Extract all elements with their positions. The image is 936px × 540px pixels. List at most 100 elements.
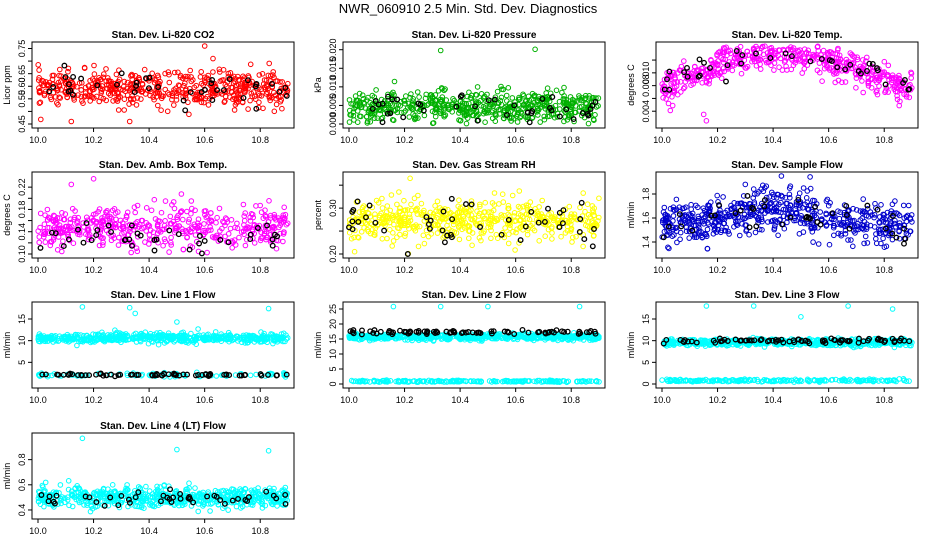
data-point bbox=[805, 47, 812, 54]
data-point bbox=[168, 242, 174, 248]
data-point bbox=[773, 200, 779, 207]
data-point bbox=[765, 219, 771, 225]
data-point bbox=[738, 60, 745, 67]
data-point bbox=[138, 96, 144, 102]
data-point bbox=[59, 210, 65, 216]
data-point bbox=[130, 96, 137, 102]
data-point bbox=[263, 91, 270, 97]
data-point bbox=[184, 234, 190, 240]
data-point bbox=[666, 245, 672, 252]
data-point bbox=[431, 221, 438, 227]
data-point bbox=[889, 230, 896, 237]
data-point bbox=[69, 91, 76, 98]
data-point bbox=[714, 51, 720, 58]
data-point bbox=[532, 46, 538, 53]
data-point bbox=[474, 84, 481, 90]
data-point bbox=[514, 119, 521, 125]
data-point bbox=[135, 371, 142, 378]
data-point bbox=[355, 235, 362, 241]
data-point bbox=[515, 211, 522, 217]
data-point bbox=[200, 336, 207, 343]
data-point bbox=[385, 91, 391, 98]
chart-panel-3: Stan. Dev. Li-820 Temp.degrees C10.0 10.2… bbox=[626, 30, 919, 145]
data-point bbox=[129, 242, 135, 249]
data-point bbox=[864, 206, 871, 212]
data-point bbox=[407, 175, 413, 182]
data-point bbox=[582, 95, 589, 101]
data-point bbox=[505, 216, 512, 223]
data-point bbox=[274, 233, 281, 240]
data-point bbox=[244, 77, 251, 84]
data-point bbox=[505, 205, 511, 212]
data-point bbox=[798, 50, 805, 56]
data-point bbox=[44, 216, 51, 223]
data-point bbox=[778, 192, 785, 199]
data-point bbox=[834, 68, 840, 74]
data-point bbox=[355, 97, 362, 104]
data-point bbox=[103, 78, 109, 84]
data-point bbox=[209, 90, 216, 97]
data-point bbox=[41, 221, 48, 227]
data-point bbox=[808, 225, 814, 232]
data-point bbox=[350, 101, 356, 107]
data-point bbox=[206, 337, 212, 343]
data-point bbox=[537, 119, 544, 125]
data-points bbox=[659, 43, 915, 124]
data-point bbox=[120, 225, 127, 232]
data-point bbox=[443, 97, 450, 103]
data-point bbox=[240, 94, 247, 101]
data-point bbox=[94, 227, 101, 234]
data-point bbox=[464, 115, 471, 121]
data-point bbox=[196, 233, 203, 239]
data-point bbox=[799, 70, 806, 76]
data-point bbox=[854, 54, 861, 61]
data-point bbox=[458, 218, 465, 224]
data-point bbox=[379, 100, 386, 107]
data-point bbox=[36, 75, 42, 81]
data-point bbox=[528, 110, 535, 117]
data-point bbox=[100, 95, 107, 102]
data-point bbox=[740, 193, 747, 199]
data-point bbox=[189, 225, 196, 232]
data-point bbox=[896, 72, 902, 79]
data-point bbox=[485, 209, 492, 215]
data-point bbox=[543, 96, 549, 102]
data-point bbox=[190, 77, 196, 83]
data-point bbox=[74, 220, 80, 226]
data-point bbox=[865, 80, 872, 87]
data-point bbox=[498, 212, 505, 218]
data-point bbox=[132, 310, 138, 317]
data-point bbox=[793, 203, 800, 209]
data-point bbox=[466, 228, 472, 234]
data-point bbox=[527, 199, 534, 205]
data-point bbox=[556, 113, 563, 120]
data-point bbox=[718, 75, 725, 81]
data-point bbox=[242, 82, 248, 88]
data-point bbox=[782, 57, 789, 64]
x-tick-label: 10.6 bbox=[507, 135, 525, 145]
data-point bbox=[723, 44, 730, 51]
data-point bbox=[213, 219, 219, 226]
data-point bbox=[550, 217, 557, 224]
data-point bbox=[846, 225, 853, 232]
data-point bbox=[379, 236, 386, 242]
data-point bbox=[544, 85, 551, 91]
data-point bbox=[242, 242, 249, 249]
data-point bbox=[193, 82, 199, 89]
data-point bbox=[432, 106, 439, 113]
data-point bbox=[390, 238, 397, 244]
data-point bbox=[234, 220, 240, 227]
data-point bbox=[415, 192, 421, 199]
data-point bbox=[143, 205, 150, 211]
data-point bbox=[411, 195, 418, 202]
data-point bbox=[217, 69, 223, 75]
x-tick-label: 10.6 bbox=[196, 395, 214, 405]
data-point bbox=[162, 218, 168, 224]
data-point bbox=[258, 209, 265, 215]
x-tick-label: 10.4 bbox=[451, 265, 469, 275]
data-point bbox=[389, 96, 396, 103]
y-tick-label: 0.18 bbox=[17, 201, 27, 219]
data-point bbox=[860, 196, 867, 202]
data-point bbox=[363, 97, 370, 103]
